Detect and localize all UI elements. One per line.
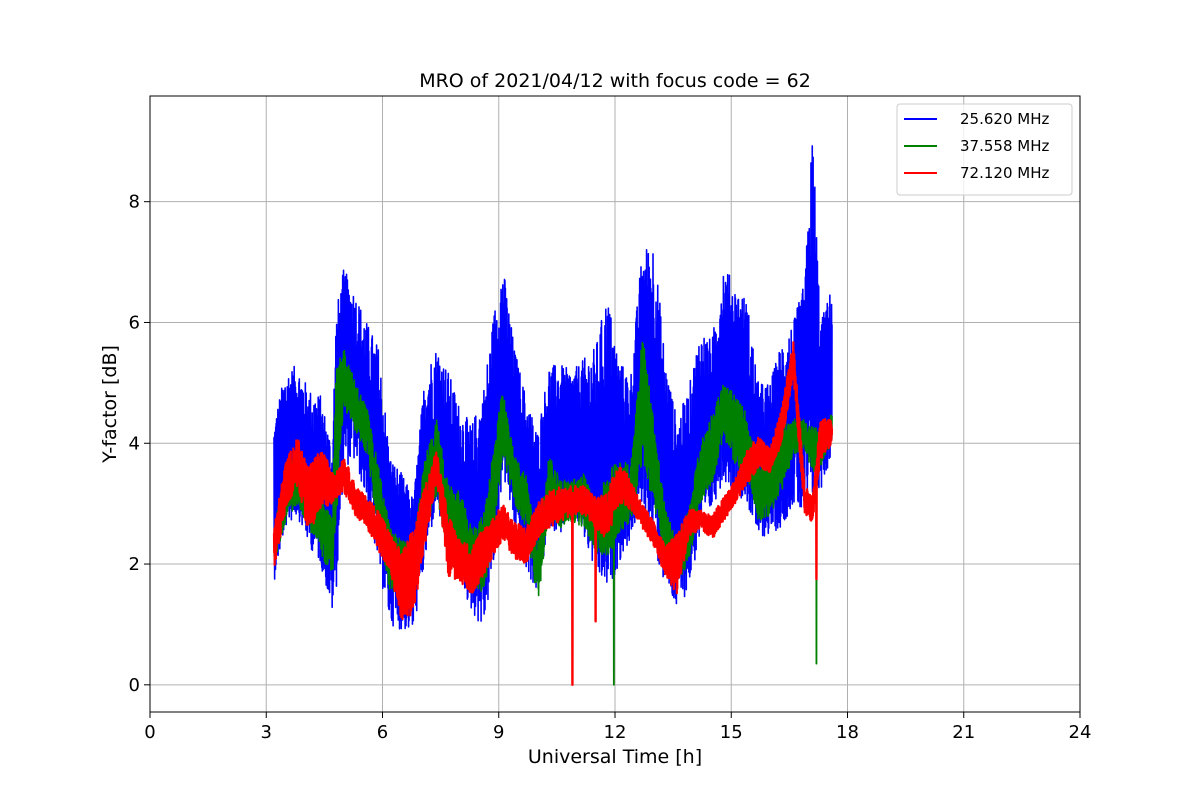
legend: 25.620 MHz 37.558 MHz 72.120 MHz xyxy=(896,103,1073,196)
x-tick-label: 15 xyxy=(720,722,743,743)
legend-label: 37.558 MHz xyxy=(960,137,1049,155)
x-tick-label: 3 xyxy=(261,722,272,743)
x-axis-label: Universal Time [h] xyxy=(528,746,702,768)
x-tick-label: 0 xyxy=(144,722,155,743)
series-layer xyxy=(272,145,834,686)
y-tick-label: 6 xyxy=(129,312,140,333)
x-tick-label: 12 xyxy=(604,722,627,743)
x-tick-label: 18 xyxy=(836,722,859,743)
y-tick-label: 2 xyxy=(129,554,140,575)
series-line-3 xyxy=(272,341,834,686)
legend-box xyxy=(896,103,1073,196)
y-tick-label: 0 xyxy=(129,675,140,696)
chart-title: MRO of 2021/04/12 with focus code = 62 xyxy=(419,70,811,92)
series-line-2 xyxy=(273,341,833,686)
y-axis-label: Y-factor [dB] xyxy=(99,345,121,464)
y-tick-label: 8 xyxy=(129,192,140,213)
y-tick-label: 4 xyxy=(129,433,140,454)
x-tick-label: 6 xyxy=(377,722,388,743)
legend-label: 72.120 MHz xyxy=(960,164,1049,182)
x-tick-label: 21 xyxy=(952,722,975,743)
legend-label: 25.620 MHz xyxy=(960,110,1049,128)
x-tick-label: 24 xyxy=(1069,722,1092,743)
x-tick-label: 9 xyxy=(493,722,504,743)
